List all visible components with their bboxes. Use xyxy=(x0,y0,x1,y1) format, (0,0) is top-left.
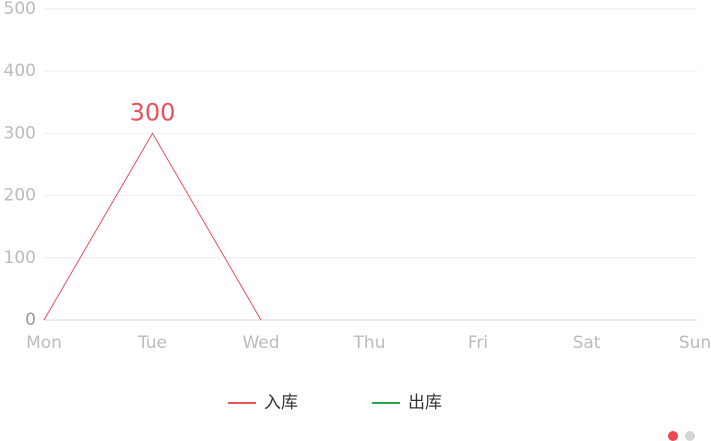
x-tick-label: Wed xyxy=(242,333,279,353)
page-dot-active[interactable] xyxy=(668,431,678,441)
x-tick-label: Tue xyxy=(137,333,167,353)
x-tick-label: Thu xyxy=(353,333,386,353)
legend-label: 出库 xyxy=(408,393,442,413)
y-tick-label: 500 xyxy=(4,0,36,19)
y-tick-label: 300 xyxy=(4,123,36,143)
y-tick-label: 200 xyxy=(4,186,36,206)
x-tick-label: Fri xyxy=(468,333,488,353)
series-line xyxy=(43,132,262,321)
data-label: 300 xyxy=(130,98,176,126)
x-tick-label: Mon xyxy=(26,333,62,353)
x-tick-label: Sun xyxy=(679,333,711,353)
legend-label: 入库 xyxy=(264,393,298,413)
y-tick-label: 100 xyxy=(4,248,36,268)
page-dot[interactable] xyxy=(685,431,695,441)
x-tick-label: Sat xyxy=(573,333,601,353)
y-tick-label: 400 xyxy=(4,61,36,81)
y-tick-label: 0 xyxy=(25,310,36,330)
